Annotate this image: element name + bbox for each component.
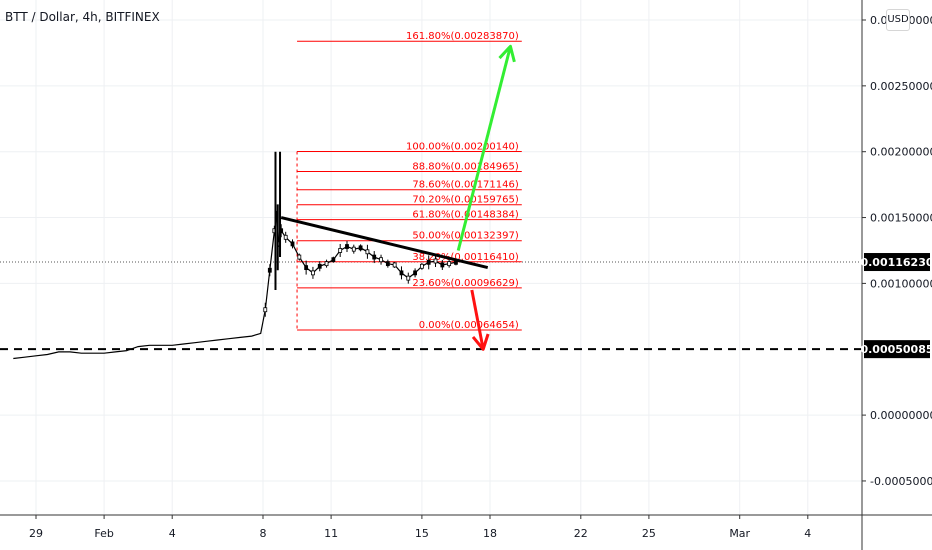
fib-level-label: 88.80%(0.00184965)	[412, 162, 518, 173]
x-tick-label: Mar	[729, 527, 750, 540]
up-arrow-shaft	[456, 45, 512, 251]
fib-level-label: 100.00%(0.00200140)	[406, 142, 519, 153]
currency-button[interactable]: USD	[886, 9, 910, 31]
y-tick-label: 0.00000000	[870, 409, 932, 422]
candle-body	[290, 241, 295, 247]
up-arrow-head	[498, 44, 516, 63]
candle-body	[372, 254, 377, 260]
fib-level-label: 78.60%(0.00171146)	[412, 180, 518, 191]
fib-level-label: 23.60%(0.00096629)	[412, 278, 518, 289]
x-tick-label: 15	[415, 527, 429, 540]
candle-body	[426, 259, 431, 265]
candle-body	[358, 245, 363, 251]
down-arrow-head	[471, 333, 490, 351]
chart-title: BTT / Dollar, 4h, BITFINEX	[5, 10, 160, 24]
candle-body	[297, 254, 302, 260]
candle-body	[385, 261, 390, 267]
candle-body	[419, 263, 424, 269]
candle-body	[440, 262, 445, 268]
x-tick-label: 4	[804, 527, 811, 540]
fib-level-label: 161.80%(0.00283870)	[406, 31, 519, 42]
candle-body	[399, 270, 404, 276]
x-tick-label: Feb	[94, 527, 113, 540]
y-tick-label: 0.00250000	[870, 80, 932, 93]
candle-body	[406, 275, 411, 281]
current-price-tag-label: 0.00116230	[860, 256, 932, 269]
fib-level-label: 50.00%(0.00132397)	[412, 231, 518, 242]
candle-body	[365, 249, 370, 255]
fib-level-label: 38.20%(0.00116410)	[412, 252, 518, 263]
fib-level-label: 0.00%(0.00064654)	[419, 320, 519, 331]
candle-body	[351, 246, 356, 252]
fib-level-label: 61.80%(0.00148384)	[412, 210, 518, 221]
y-tick-label: 0.00100000	[870, 277, 932, 290]
support-price-tag	[864, 340, 930, 359]
candle-body	[331, 257, 336, 263]
y-tick-label: -0.00050000	[870, 475, 932, 488]
support-price-tag-label: 0.00050085	[860, 343, 932, 356]
candle-body	[392, 262, 397, 268]
candle-body	[283, 234, 288, 240]
candle-body	[379, 257, 383, 263]
x-tick-label: 22	[574, 527, 588, 540]
x-tick-label: 29	[29, 527, 43, 540]
candle-body	[311, 270, 315, 276]
y-tick-label: 0.00150000	[870, 212, 932, 225]
fib-level-label: 70.20%(0.00159765)	[412, 195, 518, 206]
candle-body	[338, 248, 343, 253]
current-price-tag	[864, 253, 930, 272]
x-tick-label: 18	[483, 527, 497, 540]
y-tick-label: 0.00200000	[870, 146, 932, 159]
x-tick-label: 4	[169, 527, 176, 540]
x-tick-label: 11	[324, 527, 338, 540]
candle-body	[413, 270, 417, 276]
candle-body	[345, 244, 349, 249]
candle-body	[267, 267, 272, 273]
x-tick-label: 25	[642, 527, 656, 540]
candle-body	[433, 258, 438, 264]
candle-body	[317, 263, 322, 269]
candle-body	[324, 261, 329, 267]
price-series	[13, 214, 457, 360]
down-arrow-shaft	[470, 289, 485, 350]
candle-body	[447, 261, 452, 267]
candle-body	[304, 265, 309, 270]
x-tick-label: 8	[260, 527, 267, 540]
trendline	[280, 216, 489, 270]
candle-body	[263, 307, 268, 313]
